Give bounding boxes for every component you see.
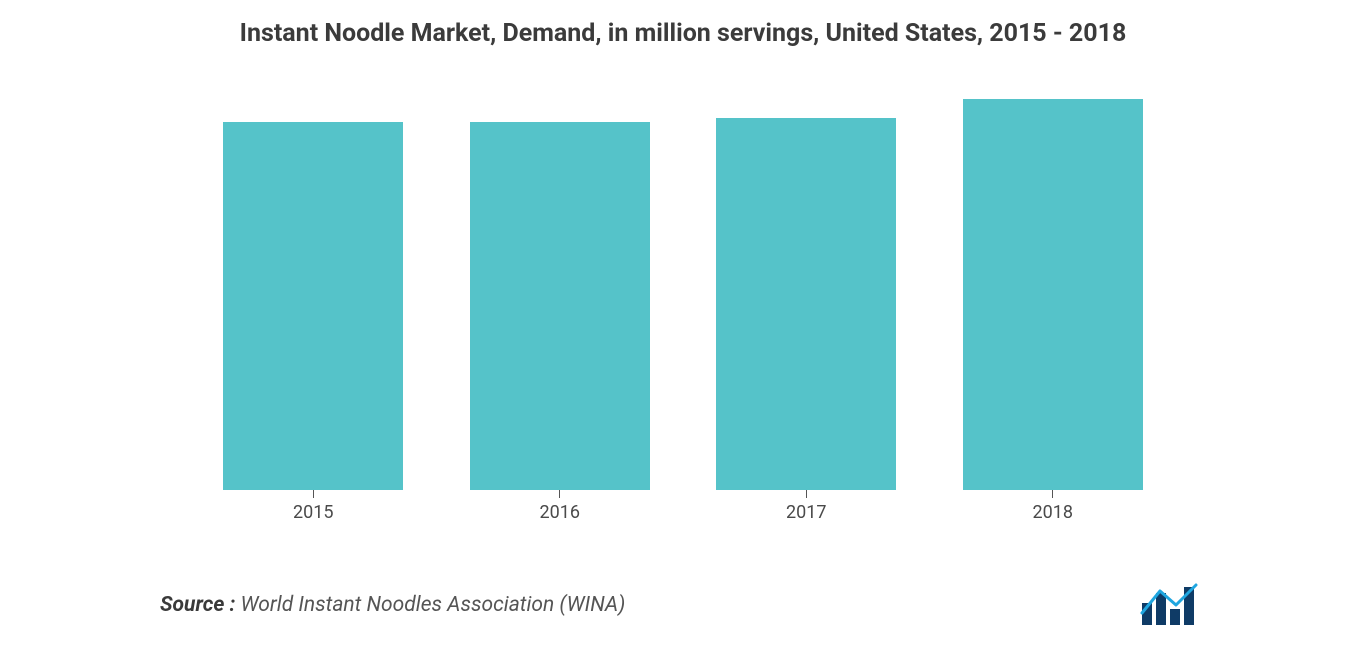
x-axis-label: 2018: [930, 502, 1177, 523]
bar-slot: [437, 99, 684, 499]
chart-title: Instant Noodle Market, Demand, in millio…: [40, 18, 1326, 51]
x-tick: [806, 490, 807, 498]
bar-slot: [930, 99, 1177, 499]
bar: [223, 122, 403, 490]
x-axis-label: 2017: [683, 502, 930, 523]
bar: [470, 122, 650, 490]
bar: [963, 99, 1143, 491]
x-axis-label: 2016: [437, 502, 684, 523]
source-text: World Instant Noodles Association (WINA): [241, 593, 626, 617]
plot-wrap: 2015201620172018: [40, 59, 1326, 524]
x-tick: [1052, 490, 1053, 498]
bar-slot: [683, 99, 930, 499]
x-tick: [559, 490, 560, 498]
chart-container: Instant Noodle Market, Demand, in millio…: [0, 0, 1366, 655]
chart-footer: Source : World Instant Noodles Associati…: [40, 583, 1326, 635]
x-axis-labels: 2015201620172018: [190, 498, 1176, 523]
bar-slot: [190, 99, 437, 499]
plot-area: [190, 99, 1176, 499]
x-tick: [313, 490, 314, 498]
x-axis-label: 2015: [190, 502, 437, 523]
bar: [716, 118, 896, 490]
source-label: Source :: [160, 593, 235, 617]
brand-logo-icon: [1140, 583, 1206, 627]
source-line: Source : World Instant Noodles Associati…: [160, 593, 625, 617]
